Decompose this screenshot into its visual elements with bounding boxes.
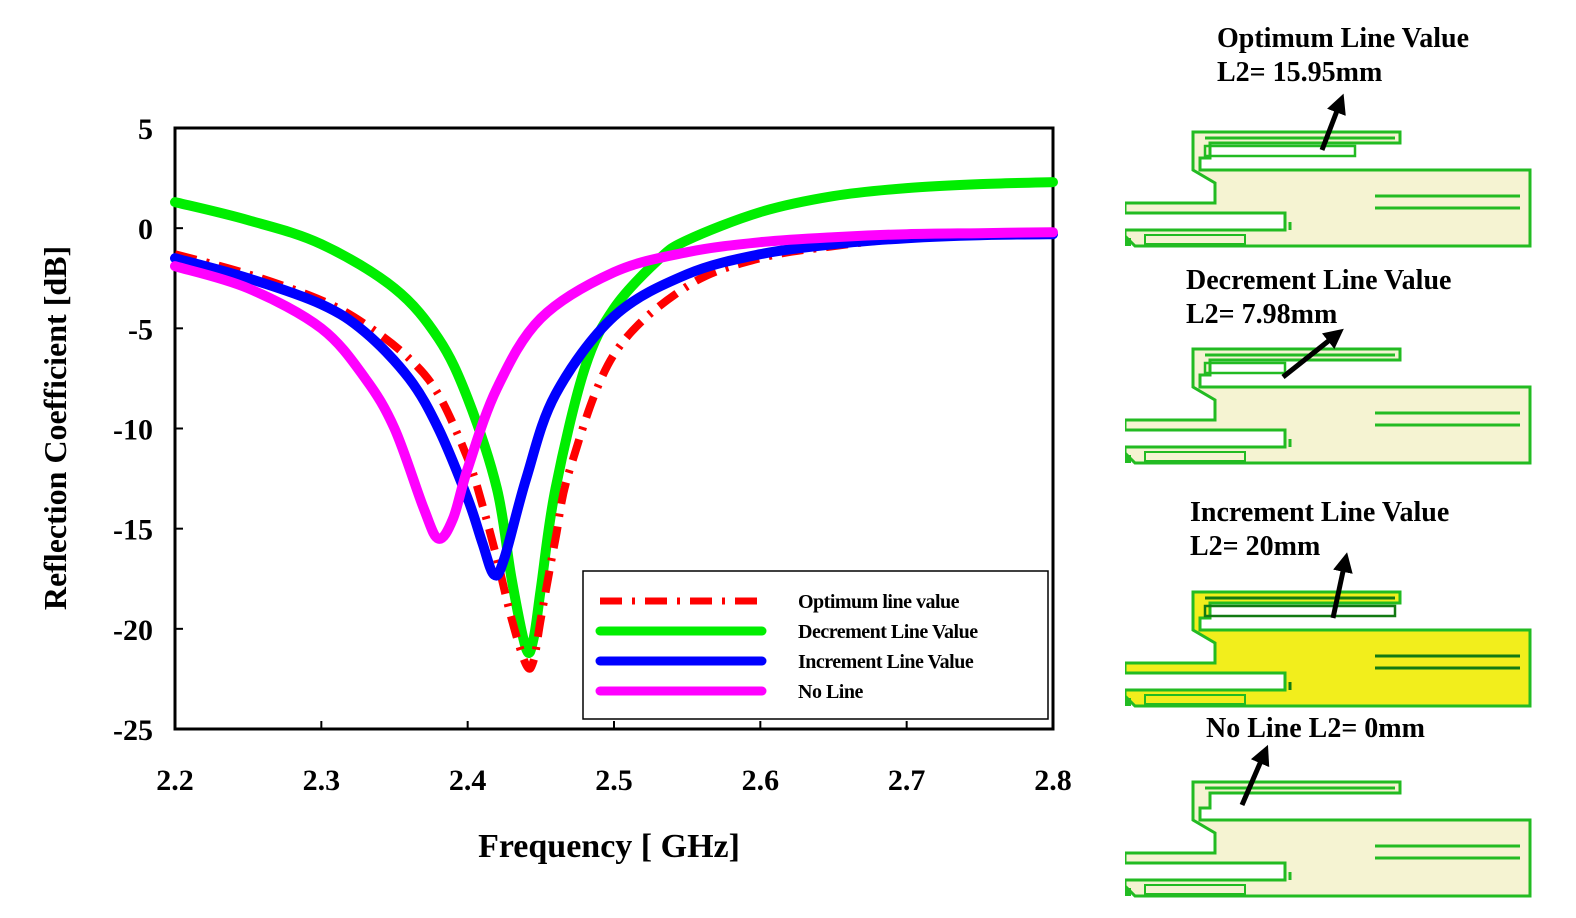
- antenna-feed-slot: [1144, 451, 1246, 462]
- reflection-chart: 5 0 -5 -10 -15 -20 -25 2.2 2.3 2.4 2.5 2.6 2.7 2.8 F…: [37, 113, 1072, 865]
- panel-title-decrement: Decrement Line Value L2= 7.98mm: [1186, 264, 1451, 332]
- antenna-diagram-optimum: [1125, 130, 1532, 248]
- antenna-feed-slot: [1144, 234, 1246, 245]
- panel-title-line1: No Line L2= 0mm: [1206, 713, 1425, 744]
- y-tick-label: -10: [113, 414, 153, 447]
- legend-label: Optimum line value: [798, 591, 960, 613]
- antenna-feed-port: [1125, 238, 1131, 246]
- y-tick-label: -25: [113, 714, 153, 747]
- panel-title-noline: No Line L2= 0mm: [1206, 712, 1425, 746]
- antenna-diagram-noline: [1125, 780, 1532, 898]
- panel-title-line2: L2= 20mm: [1190, 531, 1321, 562]
- panel-title-optimum: Optimum Line Value L2= 15.95mm: [1217, 22, 1469, 90]
- x-tick-label: 2.8: [1034, 764, 1072, 797]
- panel-title-increment: Increment Line Value L2= 20mm: [1190, 496, 1449, 564]
- series-lines: [170, 177, 1058, 673]
- y-tick-label: 5: [138, 113, 153, 146]
- l2-stub-line: [1203, 144, 1357, 158]
- legend: Optimum line value Decrement Line Value In…: [582, 570, 1049, 720]
- legend-label: No Line: [798, 681, 863, 703]
- antenna-diagram-increment: [1125, 590, 1532, 708]
- y-tick-label: 0: [138, 213, 153, 246]
- antenna-feed-slot: [1144, 694, 1246, 705]
- series-line-increment-line-value: [170, 229, 1058, 581]
- legend-label: Decrement Line Value: [798, 621, 978, 643]
- series-line-decrement-line-value: [170, 177, 1058, 658]
- antenna-diagram-decrement: [1125, 347, 1532, 465]
- y-axis-label: Reflection Coefficient [dB]: [37, 246, 73, 610]
- panel-title-line1: Optimum Line Value: [1217, 23, 1470, 54]
- x-tick-label: 2.7: [888, 764, 926, 797]
- antenna-feed-port: [1125, 888, 1131, 896]
- antenna-body: [1125, 780, 1532, 898]
- x-axis-label: Frequency [ GHz]: [478, 828, 740, 865]
- antenna-body: [1125, 347, 1532, 465]
- panel-title-line1: Increment Line Value: [1190, 497, 1450, 528]
- x-tick-label: 2.5: [595, 764, 633, 797]
- x-tick-label: 2.2: [156, 764, 194, 797]
- x-tick-label: 2.6: [742, 764, 780, 797]
- antenna-feed-port: [1125, 698, 1131, 706]
- panel-title-line2: L2= 7.98mm: [1186, 299, 1338, 330]
- antenna-body: [1125, 130, 1532, 248]
- l2-stub-line: [1203, 604, 1397, 618]
- y-tick-label: -20: [113, 614, 153, 647]
- y-tick-label: -5: [128, 313, 153, 346]
- y-tick-label: -15: [113, 514, 153, 547]
- antenna-body: [1125, 590, 1532, 708]
- x-axis-ticks: 2.2 2.3 2.4 2.5 2.6 2.7 2.8: [156, 721, 1072, 797]
- panel-title-line2: L2= 15.95mm: [1217, 57, 1383, 88]
- legend-label: Increment Line Value: [798, 651, 974, 673]
- antenna-feed-slot: [1144, 884, 1246, 895]
- y-axis-ticks: 5 0 -5 -10 -15 -20 -25: [113, 113, 183, 747]
- antenna-feed-port: [1125, 455, 1131, 463]
- x-tick-label: 2.4: [449, 764, 487, 797]
- panel-title-line1: Decrement Line Value: [1186, 265, 1452, 296]
- series-line-no-line: [170, 227, 1058, 544]
- x-tick-label: 2.3: [303, 764, 341, 797]
- l2-stub-line: [1203, 361, 1287, 375]
